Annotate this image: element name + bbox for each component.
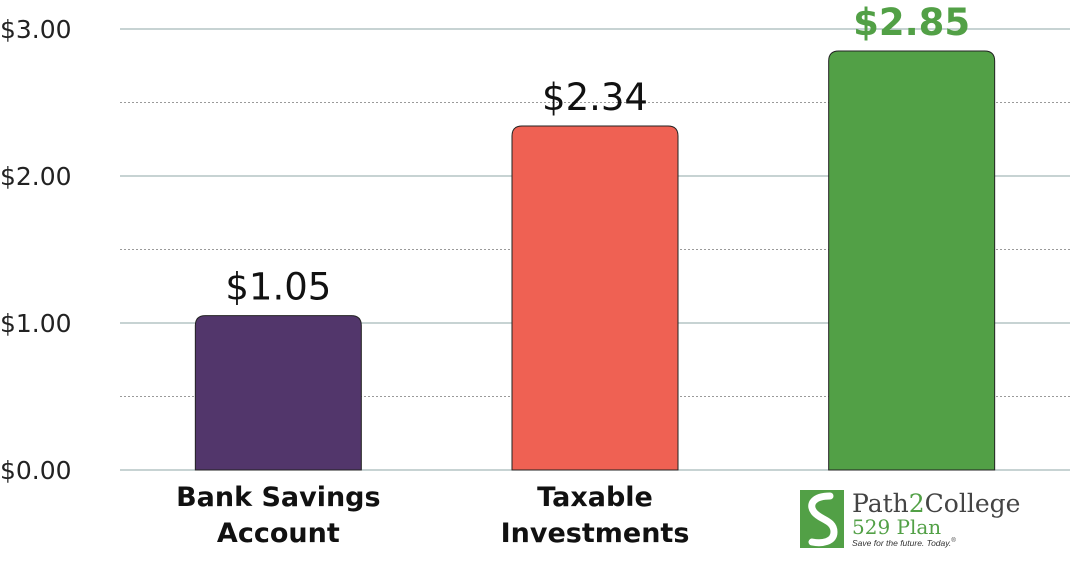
logo-name: Path2College — [852, 489, 1020, 518]
x-axis-labels: Bank Savings Account Taxable Investments — [176, 482, 689, 549]
path2college-logo: Path2College 529 Plan Save for the futur… — [800, 489, 1020, 548]
x-axis-label: Taxable — [537, 482, 653, 513]
logo-plan: 529 Plan — [852, 515, 941, 539]
value-labels: $1.05 $2.34 $2.85 — [225, 1, 970, 309]
value-label: $1.05 — [225, 266, 331, 309]
y-tick-label: $1.00 — [0, 309, 72, 338]
bars — [194, 50, 996, 471]
x-axis-label: Investments — [501, 518, 690, 549]
logo-tagline: Save for the future. Today.® — [852, 537, 956, 548]
value-label: $2.85 — [853, 1, 970, 44]
bar — [511, 125, 679, 471]
value-label: $2.34 — [542, 76, 648, 119]
path2college-s-icon — [800, 490, 844, 548]
y-tick-label: $2.00 — [0, 162, 72, 191]
y-tick-label: $3.00 — [0, 15, 72, 44]
bar — [194, 315, 362, 471]
bar — [828, 50, 996, 471]
x-axis-label: Bank Savings — [176, 482, 381, 513]
x-axis-label: Account — [217, 518, 340, 549]
y-tick-label: $0.00 — [0, 456, 72, 485]
y-axis-ticks: $0.00 $1.00 $2.00 $3.00 — [0, 15, 72, 485]
